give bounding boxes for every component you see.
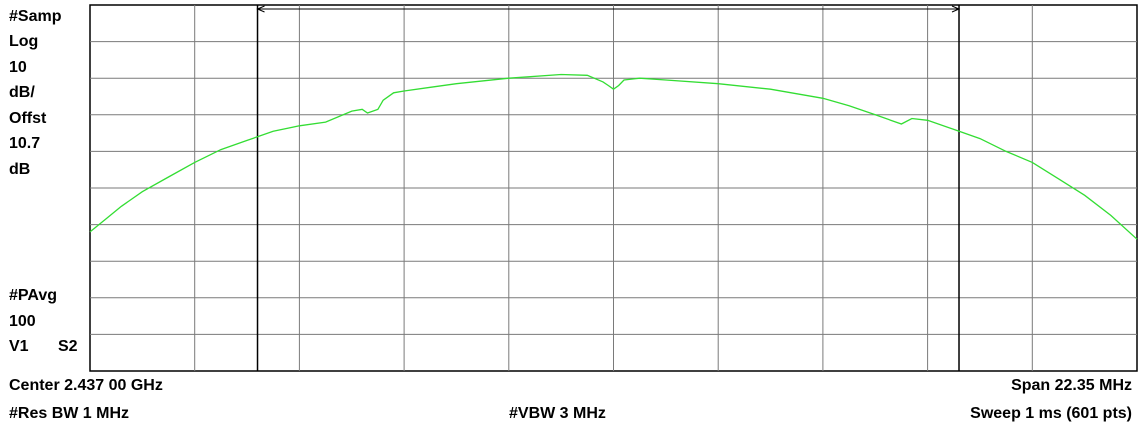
sweep: Sweep 1 ms (601 pts) — [970, 405, 1132, 422]
label-averaging: #PAvg — [9, 287, 58, 304]
channel-markers — [256, 5, 961, 371]
label-v1: V1 — [9, 338, 29, 355]
label-s2: S2 — [58, 338, 78, 355]
center-frequency: Center 2.437 00 GHz — [9, 377, 163, 394]
marker-arrow-right — [951, 5, 961, 13]
spectrum-trace — [89, 73, 1138, 240]
label-offset-unit: dB — [9, 161, 31, 178]
marker-arrow-left — [256, 5, 265, 13]
span: Span 22.35 MHz — [1011, 377, 1132, 394]
resolution-bandwidth: #Res BW 1 MHz — [9, 405, 130, 422]
plot-grid — [89, 4, 1138, 372]
label-scale-value: 10 — [9, 59, 27, 76]
label-scale-type: Log — [9, 33, 39, 50]
label-averaging-count: 100 — [9, 313, 36, 330]
label-scale-unit: dB/ — [9, 84, 35, 101]
label-offset: Offst — [9, 110, 47, 127]
label-offset-value: 10.7 — [9, 135, 41, 152]
label-detector: #Samp — [9, 8, 62, 25]
video-bandwidth: #VBW 3 MHz — [509, 405, 606, 422]
